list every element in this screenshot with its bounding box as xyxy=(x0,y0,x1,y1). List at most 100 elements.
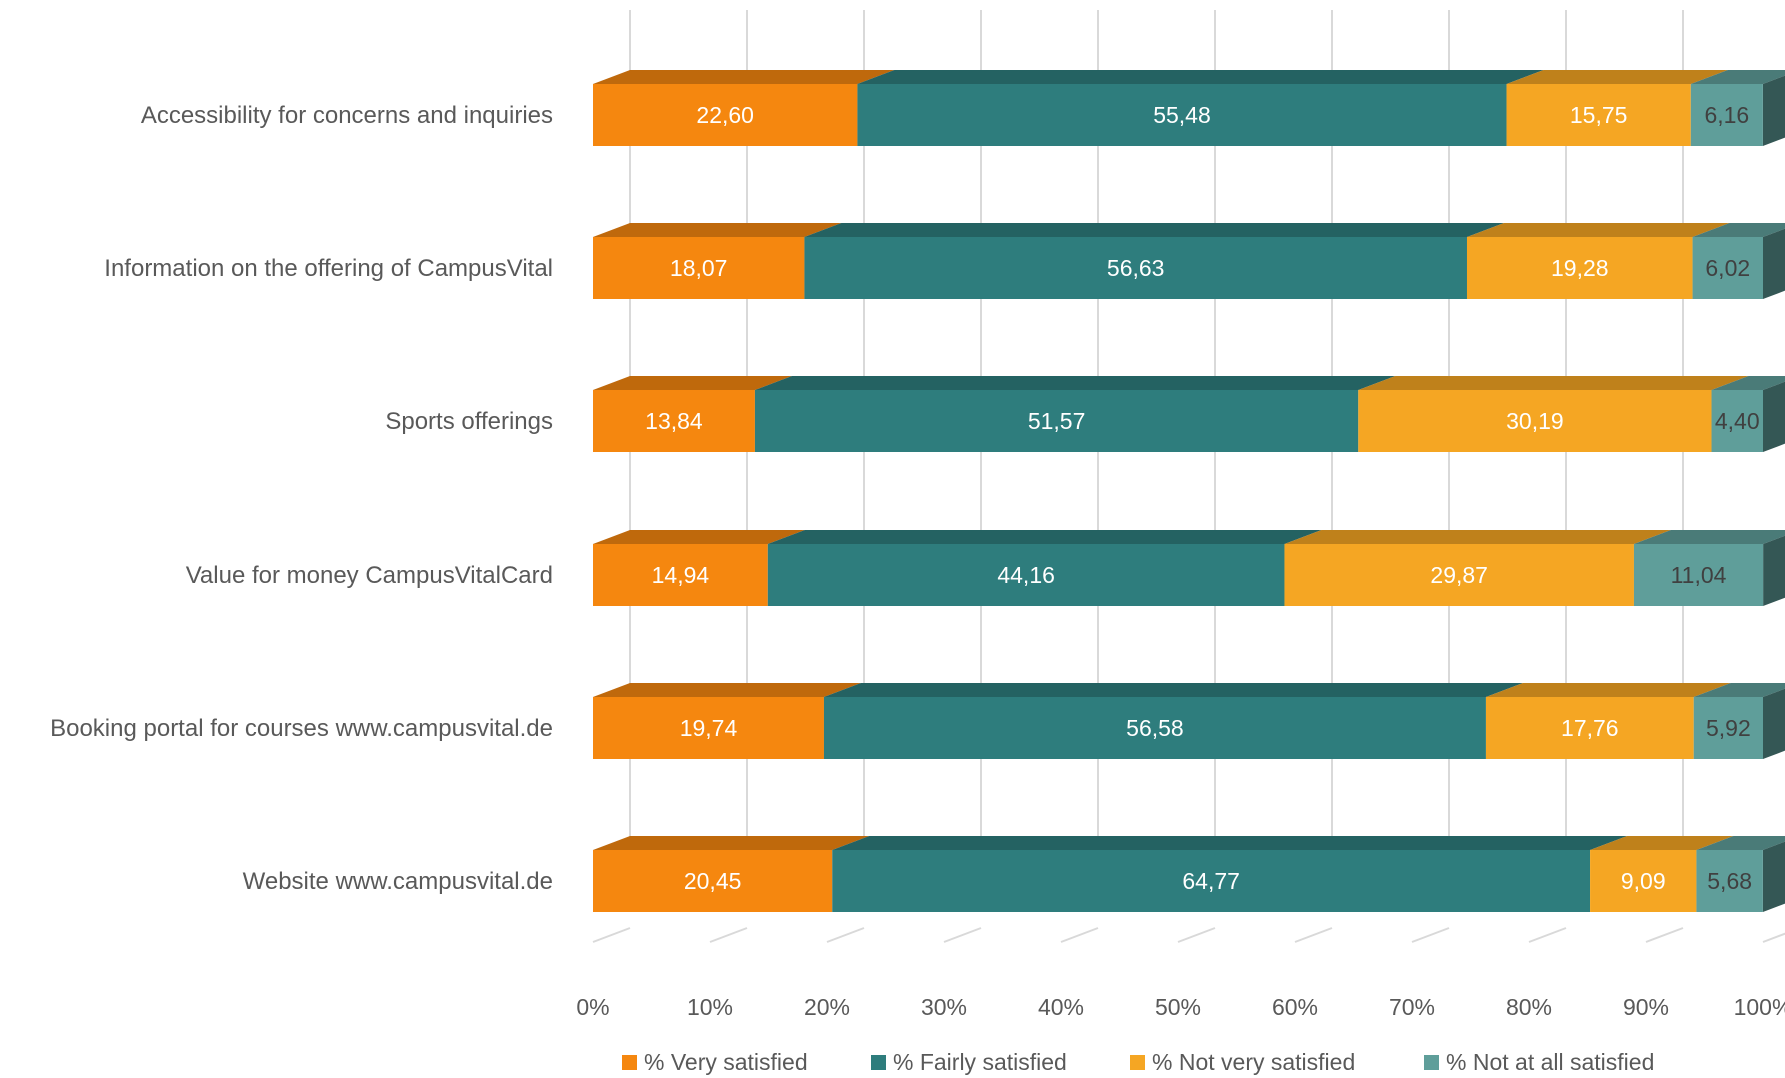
bar-segment xyxy=(1358,390,1712,452)
x-tick-label: 50% xyxy=(1155,994,1201,1020)
legend-swatch xyxy=(871,1055,886,1070)
bar-segment xyxy=(1466,237,1693,299)
bar-segment xyxy=(593,390,755,452)
bar-top-face xyxy=(1633,530,1785,544)
bar-segment xyxy=(1633,544,1764,606)
bar-top-face xyxy=(1506,70,1728,84)
data-label: 44,16 xyxy=(997,562,1055,588)
bar-top-face xyxy=(1690,70,1785,84)
bar-top-face xyxy=(1485,683,1731,697)
data-label: 5,92 xyxy=(1706,715,1751,741)
legend-entry: % Very satisfied xyxy=(644,1049,808,1075)
data-label: 15,75 xyxy=(1570,102,1628,128)
bar-side-face xyxy=(1763,688,1785,759)
bar-segment xyxy=(593,544,768,606)
category-label: Accessibility for concerns and inquiries xyxy=(141,102,553,129)
x-tick-label: 100% xyxy=(1734,994,1785,1020)
bar-top-face xyxy=(593,530,805,544)
bar-top-face xyxy=(767,530,1322,544)
data-label: 19,74 xyxy=(680,715,738,741)
x-tick-label: 70% xyxy=(1389,994,1435,1020)
data-label: 29,87 xyxy=(1430,562,1488,588)
bar-segment xyxy=(1506,84,1691,146)
bar-top-face xyxy=(1696,836,1785,850)
bar-top-face xyxy=(593,376,792,390)
bar-segment xyxy=(1485,697,1694,759)
x-tick-label: 10% xyxy=(687,994,733,1020)
floor-gridline xyxy=(1294,927,1333,943)
legend-swatch xyxy=(1424,1055,1439,1070)
bar-side-face xyxy=(1762,75,1785,146)
data-label: 9,09 xyxy=(1621,868,1666,894)
category-label: Sports offerings xyxy=(385,408,553,435)
category-label: Information on the offering of CampusVit… xyxy=(104,255,553,282)
data-label: 51,57 xyxy=(1028,408,1086,434)
data-label: 6,16 xyxy=(1704,102,1749,128)
category-label: Value for money CampusVitalCard xyxy=(186,562,553,589)
bar-side-face xyxy=(1763,535,1785,606)
bar-top-face xyxy=(1358,376,1749,390)
x-tick-label: 90% xyxy=(1623,994,1669,1020)
bar-top-face xyxy=(804,223,1504,237)
x-tick-label: 30% xyxy=(921,994,967,1020)
bar-top-face xyxy=(1466,223,1730,237)
bar-segment xyxy=(593,84,858,146)
bar-top-face xyxy=(1711,376,1785,390)
x-axis: 0% 10% 20% 30% 40% 50% 60% 70% 80% 90% 100% xyxy=(576,994,1785,1020)
bar-top-face xyxy=(823,683,1523,697)
category-label: Booking portal for courses www.campusvit… xyxy=(50,715,553,742)
bar-segment xyxy=(823,697,1486,759)
floor-gridline xyxy=(1177,927,1216,943)
data-label: 6,02 xyxy=(1705,255,1750,281)
category-labels: Accessibility for concerns and inquiries… xyxy=(50,102,553,895)
data-label: 64,77 xyxy=(1182,868,1240,894)
bar-top-face xyxy=(857,70,1544,84)
bar-segment xyxy=(1284,544,1634,606)
bar-segment xyxy=(767,544,1285,606)
x-tick-label: 60% xyxy=(1272,994,1318,1020)
bar-top-face xyxy=(593,836,870,850)
legend-entry: % Fairly satisfied xyxy=(893,1049,1067,1075)
bar-top-face xyxy=(593,223,842,237)
floor-gridline xyxy=(826,927,865,943)
floor-gridline xyxy=(943,927,982,943)
bar-segment xyxy=(804,237,1467,299)
floor-gridline xyxy=(1645,927,1684,943)
data-label: 56,58 xyxy=(1126,715,1184,741)
bar-segment xyxy=(1690,84,1763,146)
legend-entry: % Not very satisfied xyxy=(1152,1049,1355,1075)
category-label: Website www.campusvital.de xyxy=(243,868,553,895)
data-label: 13,84 xyxy=(645,408,703,434)
data-label: 4,40 xyxy=(1715,408,1760,434)
floor-gridline xyxy=(1528,927,1567,943)
floor-gridline xyxy=(1060,927,1099,943)
data-label: 55,48 xyxy=(1153,102,1211,128)
bar-segment xyxy=(1693,697,1763,759)
bar-side-face xyxy=(1763,381,1785,452)
bars: 22,60 55,48 15,75 6,16 18,07 56,63 19,28 6,02 13… xyxy=(593,70,1785,912)
floor-gridline xyxy=(592,927,631,943)
data-label: 18,07 xyxy=(670,255,728,281)
bar-segment xyxy=(593,850,833,912)
bar-segment xyxy=(593,237,805,299)
legend-swatch xyxy=(1130,1055,1145,1070)
floor-gridline xyxy=(1411,927,1450,943)
bar-segment xyxy=(1692,237,1763,299)
bar-segment xyxy=(1711,390,1763,452)
bar-top-face xyxy=(1590,836,1734,850)
bar-segment xyxy=(1696,850,1763,912)
data-label: 11,04 xyxy=(1671,562,1727,588)
bar-top-face xyxy=(754,376,1396,390)
floor-gridline xyxy=(709,927,748,943)
bar-top-face xyxy=(1693,683,1785,697)
legend-entry: % Not at all satisfied xyxy=(1446,1049,1654,1075)
bar-segment xyxy=(754,390,1359,452)
legend: % Very satisfied % Fairly satisfied % Not … xyxy=(622,1049,1654,1075)
x-tick-label: 0% xyxy=(576,994,609,1020)
data-label: 20,45 xyxy=(684,868,742,894)
data-label: 22,60 xyxy=(696,102,754,128)
data-label: 30,19 xyxy=(1506,408,1564,434)
bar-side-face xyxy=(1762,841,1785,912)
data-label: 14,94 xyxy=(652,562,710,588)
